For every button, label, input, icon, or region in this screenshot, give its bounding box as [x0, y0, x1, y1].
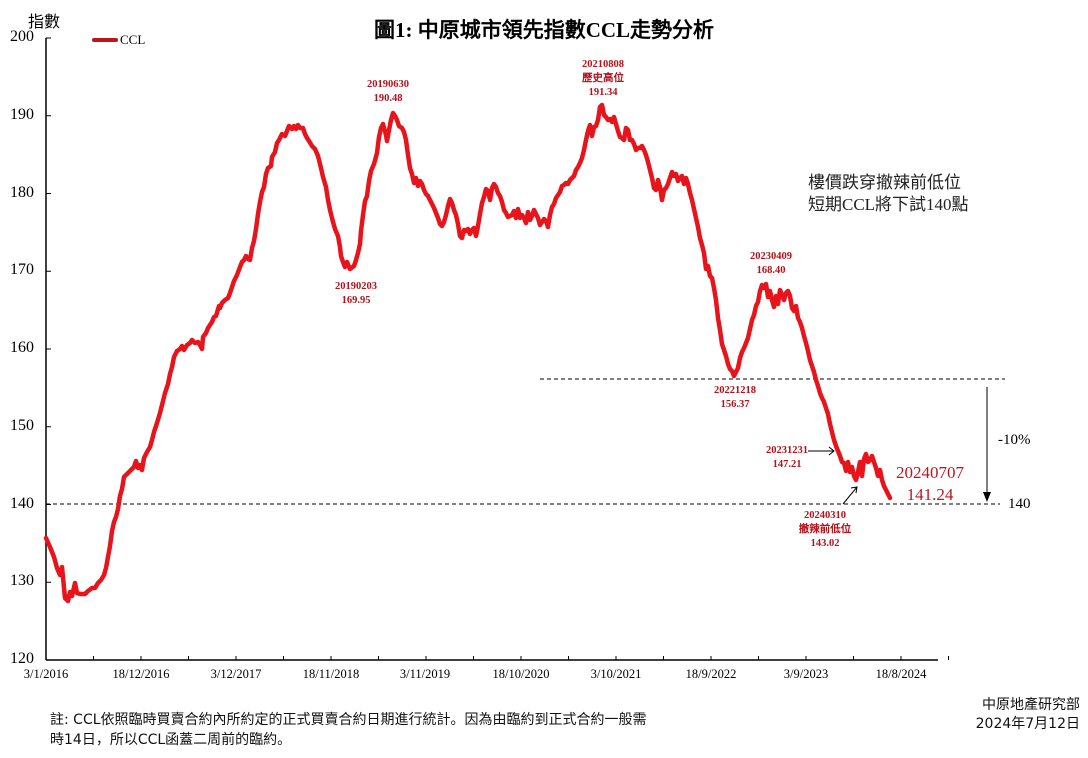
x-tick-label: 3/1/2016 — [23, 667, 69, 681]
annotation-arrow-icon — [808, 446, 835, 456]
footnote-line: 時14日，所以CCL函蓋二周前的臨約。 — [50, 732, 292, 748]
commentary-line: 短期CCL將下試140點 — [808, 195, 969, 214]
y-tick-label: 130 — [10, 572, 34, 589]
annotation-value: 168.40 — [756, 265, 786, 276]
annotation-date: 20231231 — [766, 445, 808, 456]
y-tick-label: 120 — [10, 650, 34, 667]
annotation-peak-2023: 20230409 168.40 — [750, 250, 792, 278]
annotation-date: 20210808 — [582, 59, 624, 70]
y-tick-label: 180 — [10, 184, 34, 201]
annotation-date: 20190630 — [367, 79, 409, 90]
annotation-peak-2019: 20190630 190.48 — [367, 78, 409, 106]
annotation-value: 147.21 — [772, 459, 802, 470]
target-level-label: 140 — [1008, 496, 1031, 512]
annotation-date: 20230409 — [750, 251, 792, 262]
ccl-series-line — [43, 102, 893, 604]
y-tick-label: 190 — [10, 106, 34, 123]
x-tick-label: 18/12/2016 — [112, 667, 170, 681]
annotation-end-2023: 20231231 147.21 — [766, 444, 808, 472]
y-tick-label: 140 — [10, 495, 34, 512]
y-tick-label: 150 — [10, 417, 34, 434]
annotation-record-high-2021: 20210808 歷史高位 191.34 — [582, 58, 624, 100]
y-tick-label: 200 — [10, 28, 34, 45]
x-tick-label: 3/12/2017 — [210, 667, 262, 681]
legend-label-ccl: CCL — [120, 32, 146, 47]
source-name: 中原地產研究部 — [982, 697, 1080, 713]
annotation-value: 169.95 — [341, 295, 371, 306]
annotation-low-2022: 20221218 156.37 — [714, 384, 756, 412]
annotation-latest: 20240707 141.24 — [896, 462, 964, 506]
commentary-text: 樓價跌穿撤辣前低位 短期CCL將下試140點 — [808, 172, 969, 216]
annotation-label: 撤辣前低位 — [798, 524, 852, 535]
annotation-date: 20190203 — [335, 281, 377, 292]
annotation-label: 歷史高位 — [582, 73, 624, 84]
annotation-date: 20240310 — [804, 510, 846, 521]
x-tick-label: 18/8/2024 — [875, 667, 927, 681]
y-tick-label: 160 — [10, 339, 34, 356]
annotation-value: 191.34 — [588, 87, 618, 98]
annotation-date: 20221218 — [714, 385, 756, 396]
x-tick-label: 3/10/2021 — [590, 667, 642, 681]
annotation-arrow-icon — [842, 486, 858, 505]
source-date: 2024年7月12日 — [975, 716, 1080, 732]
annotation-pre-relaxation-low: 20240310 撤辣前低位 143.02 — [799, 509, 852, 551]
x-tick-label: 3/9/2023 — [783, 667, 829, 681]
annotation-low-2019: 20190203 169.95 — [335, 280, 377, 308]
legend: CCL — [92, 32, 145, 48]
drop-percentage-label: -10% — [998, 432, 1031, 448]
y-axis-label: 指數 — [28, 14, 61, 31]
annotation-value: 143.02 — [810, 538, 840, 549]
x-tick-label: 18/10/2020 — [492, 667, 550, 681]
drop-arrow-icon — [983, 387, 991, 502]
x-tick-label: 18/9/2022 — [685, 667, 737, 681]
chart-title: 圖1: 中原城市領先指數CCL走勢分析 — [373, 18, 715, 42]
y-tick-label: 170 — [10, 261, 34, 278]
x-tick-label: 3/11/2019 — [399, 667, 451, 681]
x-axis-ticks — [45, 656, 949, 660]
commentary-line: 樓價跌穿撤辣前低位 — [808, 173, 961, 192]
legend-swatch-ccl — [92, 38, 118, 42]
annotation-date: 20240707 — [896, 463, 964, 482]
x-tick-label: 18/11/2018 — [302, 667, 360, 681]
annotation-value: 141.24 — [906, 485, 954, 504]
source-credit: 中原地產研究部 2024年7月12日 — [976, 696, 1080, 734]
annotation-value: 156.37 — [720, 399, 750, 410]
annotation-value: 190.48 — [373, 93, 403, 104]
footnote-line: 註: CCL依照臨時買賣合約內所約定的正式買賣合約日期進行統計。因為由臨約到正式… — [50, 712, 647, 728]
footnote: 註: CCL依照臨時買賣合約內所約定的正式買賣合約日期進行統計。因為由臨約到正式… — [50, 710, 647, 750]
